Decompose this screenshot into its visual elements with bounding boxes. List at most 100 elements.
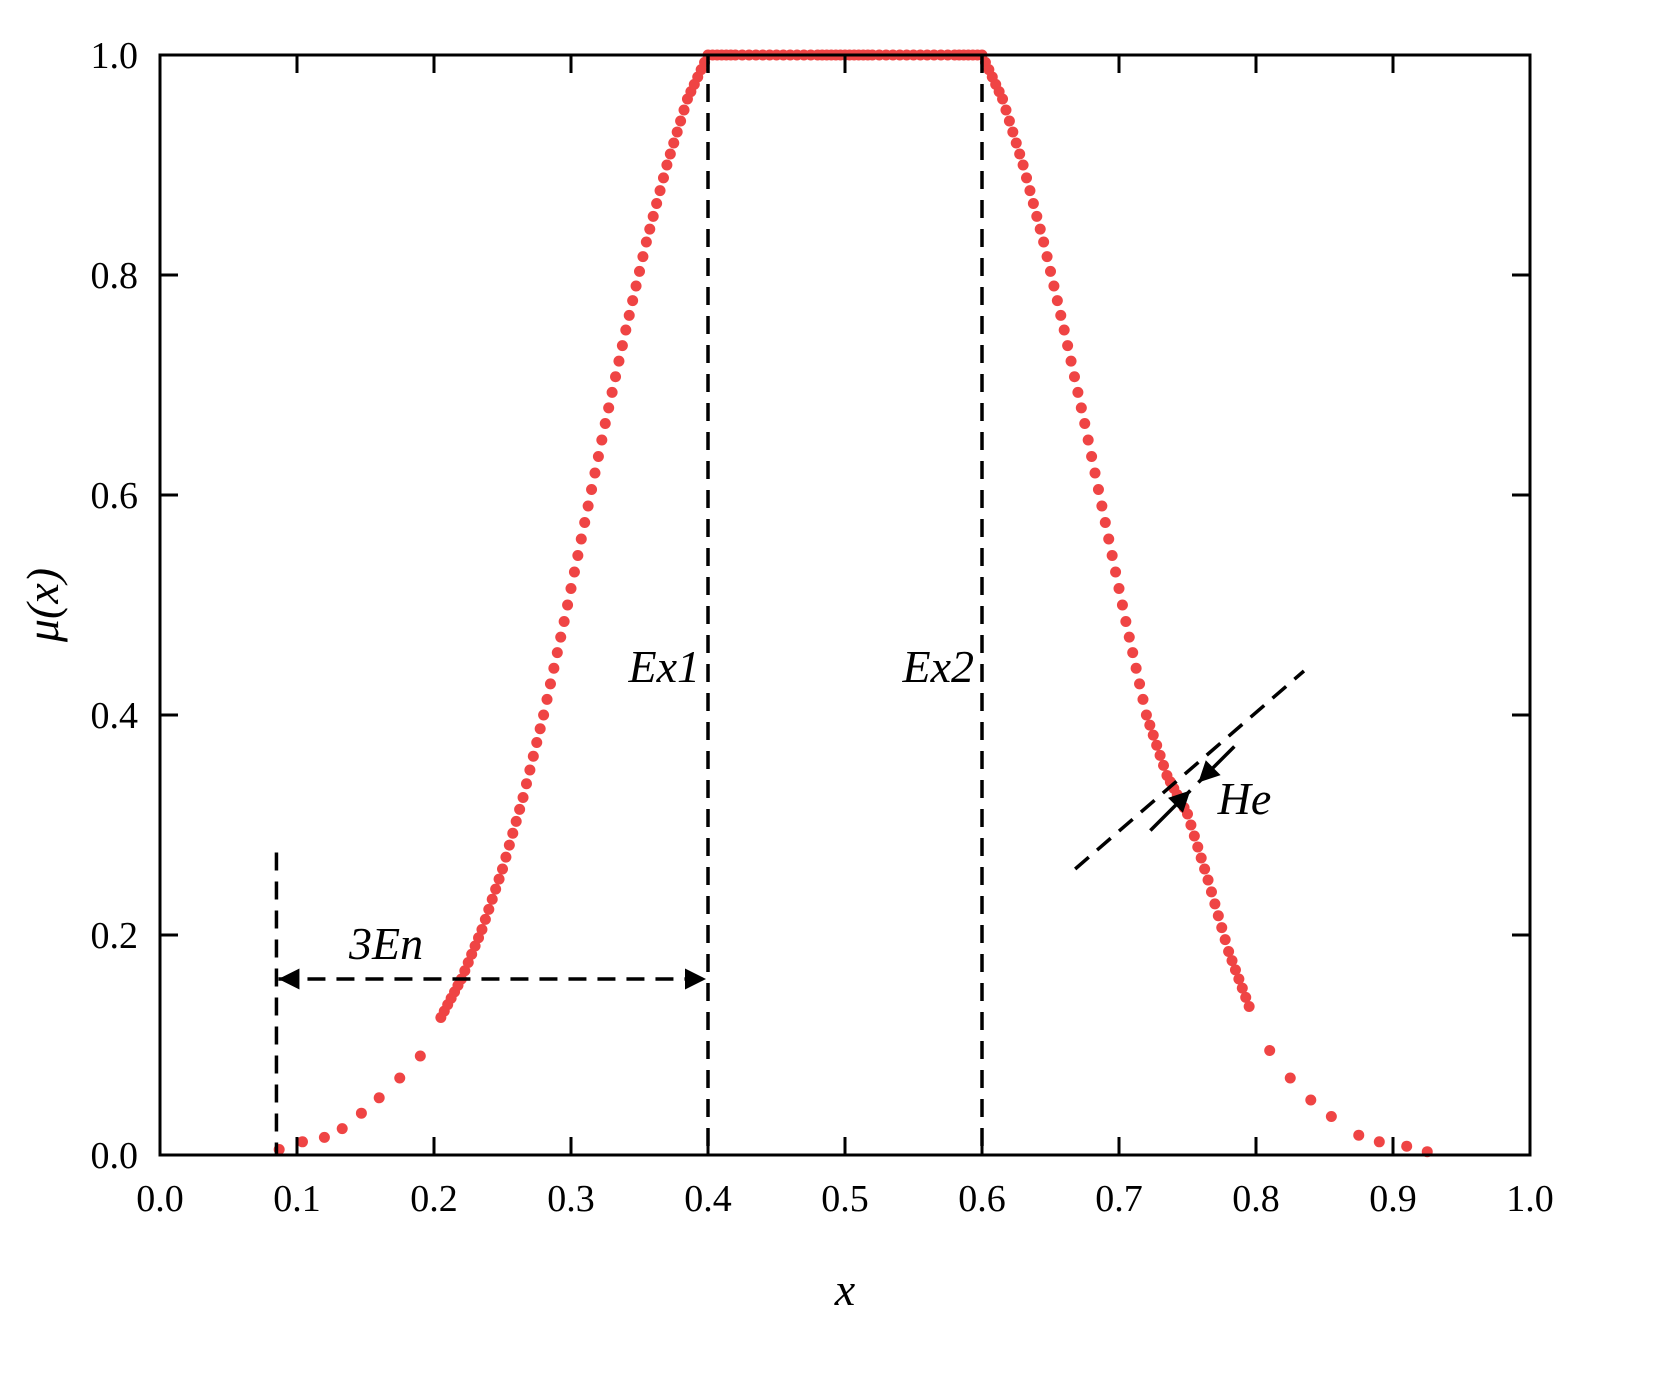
data-point [394, 1072, 406, 1084]
x-axis-ticks: 0.0 0.1 0.2 0.3 0.4 0.5 0.6 0.7 0.8 0.9 1.0 [136, 55, 1554, 1220]
membership-curve [273, 49, 1433, 1158]
data-point-fill [473, 932, 485, 944]
data-point-fill [514, 803, 526, 815]
data-point-fill [606, 386, 618, 398]
data-point-fill [671, 126, 683, 138]
data-point-fill [1154, 749, 1166, 761]
x-tick-label: 1.0 [1506, 1178, 1554, 1220]
data-point-fill [1209, 898, 1221, 910]
he-arrow-lower [1149, 789, 1192, 832]
data-point [579, 517, 591, 528]
data-point [620, 324, 632, 336]
data-point [997, 93, 1009, 105]
data-point-fill [1240, 991, 1252, 1003]
data-point-fill [1003, 115, 1015, 127]
data-point-fill [1072, 386, 1084, 398]
data-point-fill [1048, 280, 1060, 292]
data-point-fill [596, 434, 608, 446]
data-point-fill [1014, 148, 1026, 160]
data-point [1038, 236, 1050, 248]
data-point-fill [1130, 662, 1142, 674]
data-point-fill [668, 137, 680, 149]
data-point [1182, 808, 1193, 820]
data-point-fill [1027, 198, 1039, 209]
data-point-fill [500, 851, 512, 863]
data-point-fill [675, 115, 687, 127]
x-tick-label: 0.7 [1095, 1178, 1143, 1220]
he-arrow-upper [1197, 745, 1236, 784]
annotation-he: He [1217, 773, 1272, 824]
data-point-fill [565, 583, 577, 594]
data-point-fill [1195, 852, 1207, 864]
data-point-fill [1134, 678, 1146, 690]
data-point-fill [1031, 210, 1043, 222]
data-point [1325, 1111, 1337, 1122]
data-point-fill [575, 533, 587, 545]
data-point-fill [1236, 982, 1248, 994]
data-point-fill [507, 827, 519, 839]
data-point-fill [1065, 355, 1077, 367]
data-point [1017, 159, 1029, 171]
data-point [1079, 418, 1091, 429]
data-point [640, 236, 652, 248]
data-point-fill [1082, 434, 1094, 446]
data-point-fill [1113, 583, 1125, 594]
data-point-fill [1055, 309, 1067, 321]
data-point [336, 1123, 348, 1135]
data-point-fill [610, 371, 622, 383]
data-point [1202, 874, 1214, 886]
data-point-fill [1188, 830, 1200, 842]
data-point-fill [603, 402, 615, 414]
annotation-ex2: Ex2 [901, 641, 974, 692]
data-point-fill [1116, 599, 1128, 611]
data-point-fill [1096, 500, 1108, 512]
annotation-3en: 3En [348, 918, 423, 969]
data-point-fill [1216, 922, 1228, 934]
data-point [1223, 946, 1235, 957]
data-point [1305, 1094, 1317, 1106]
data-point-fill [592, 451, 604, 462]
y-tick-label: 0.6 [91, 475, 139, 517]
x-tick-label: 0.0 [136, 1178, 184, 1220]
data-point-fill [510, 815, 522, 827]
data-point [1284, 1072, 1296, 1084]
data-point-fill [1010, 137, 1022, 149]
x-tick-label: 0.1 [273, 1178, 321, 1220]
data-point [1140, 709, 1152, 721]
data-point-fill [562, 599, 574, 611]
data-point-fill [589, 467, 601, 479]
data-point-fill [541, 693, 553, 705]
data-point-fill [531, 737, 543, 748]
data-point [1353, 1129, 1365, 1141]
data-point-fill [1219, 934, 1231, 946]
data-point-fill [524, 764, 536, 776]
data-point [318, 1131, 330, 1143]
data-point-fill [483, 903, 495, 915]
data-point-fill [1086, 451, 1098, 462]
data-point [1401, 1140, 1413, 1152]
data-point [476, 924, 488, 935]
data-point-fill [1110, 566, 1122, 578]
data-point-fill [544, 678, 556, 690]
data-point-fill [1041, 251, 1053, 263]
data-point [373, 1092, 385, 1104]
x-tick-label: 0.4 [684, 1178, 732, 1220]
data-point-fill [503, 839, 515, 851]
x-tick-label: 0.9 [1369, 1178, 1417, 1220]
y-tick-label: 0.4 [91, 695, 139, 737]
data-point-fill [1199, 863, 1211, 875]
data-point-fill [555, 631, 567, 643]
data-point-fill [657, 172, 669, 184]
data-point-fill [1068, 371, 1080, 383]
y-tick-label: 0.8 [91, 255, 139, 297]
data-point [599, 418, 611, 429]
data-point-fill [678, 104, 690, 116]
data-point-fill [630, 280, 642, 292]
data-point-fill [1147, 729, 1159, 741]
data-point [1099, 517, 1111, 528]
data-point-fill [1229, 964, 1241, 976]
data-point-fill [1000, 104, 1012, 116]
data-point-fill [527, 750, 539, 762]
data-point-fill [1051, 295, 1063, 307]
